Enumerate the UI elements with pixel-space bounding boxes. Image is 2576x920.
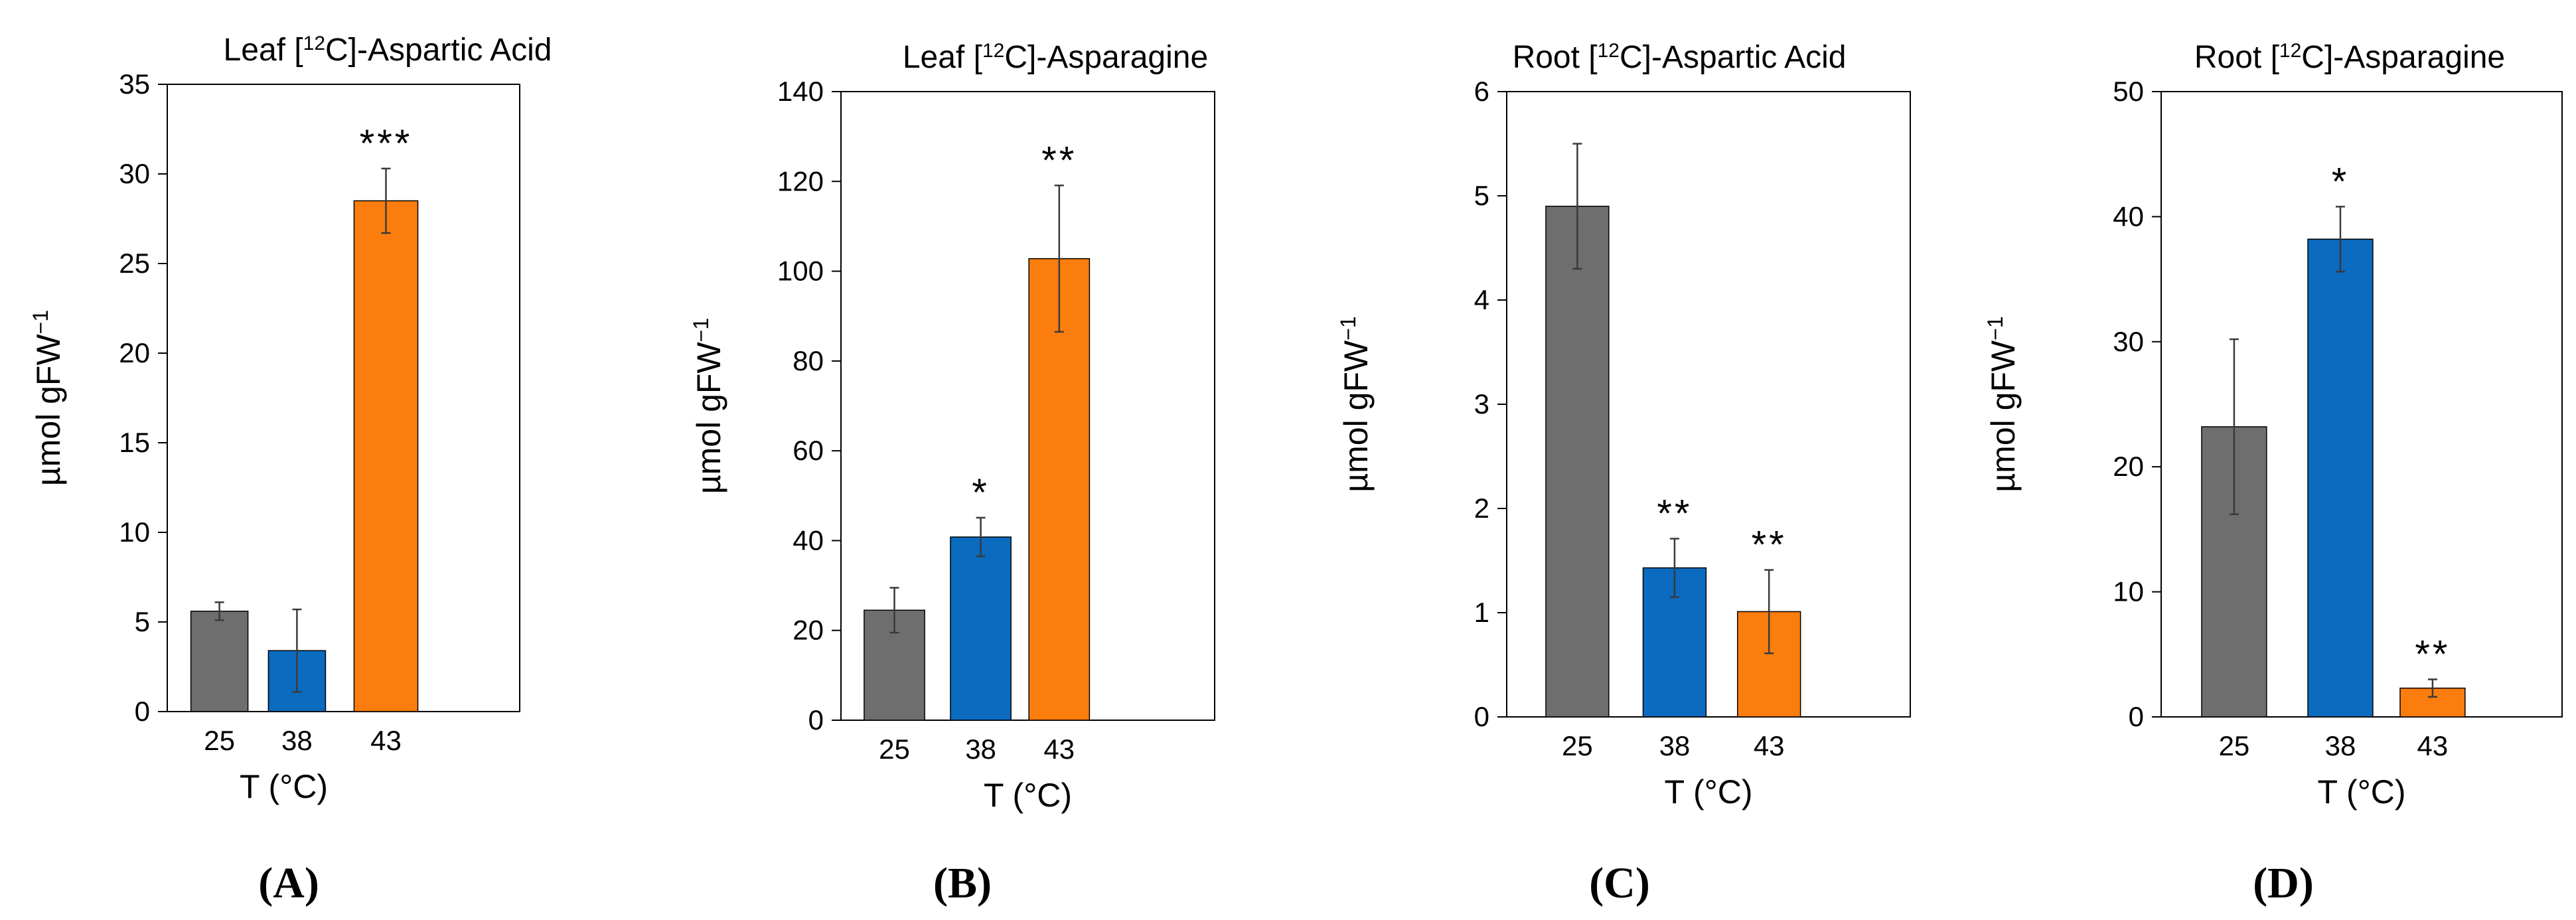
- y-axis-label: µmol gFW−1: [1983, 316, 2022, 492]
- bar-38: [950, 536, 1012, 721]
- y-label-main: µmol gFW: [1985, 340, 2022, 493]
- x-axis-label: T (°C): [984, 777, 1072, 814]
- title-part: Leaf [: [224, 33, 303, 68]
- title-superscript: 12: [303, 33, 325, 54]
- y-label-superscript: −1: [29, 310, 52, 334]
- y-label-superscript: −1: [689, 318, 713, 342]
- panel-d: 0 10 20 30 40 50 25 * 38 ** 43 Root [12C]-Asparagin…: [1983, 40, 2563, 907]
- y-label-superscript: −1: [1983, 316, 2007, 340]
- y-tick-label: 10: [119, 516, 150, 548]
- y-tick-label: 40: [2113, 200, 2144, 232]
- y-tick-label: 0: [1474, 701, 1489, 732]
- y-tick-label: 3: [1474, 388, 1489, 420]
- y-tick-label: 30: [119, 158, 150, 189]
- y-label-superscript: −1: [1336, 316, 1360, 340]
- significance-43: **: [1041, 139, 1077, 182]
- y-label-main: µmol gFW: [1337, 340, 1375, 493]
- x-axis-label: T (°C): [1665, 773, 1753, 810]
- y-tick-label: 15: [119, 427, 150, 458]
- x-tick-label-43: 43: [1043, 733, 1075, 765]
- y-tick-label: 0: [135, 696, 150, 727]
- chart-title: Root [12C]-Asparagine: [2194, 40, 2505, 76]
- x-tick-label-38: 38: [1659, 730, 1691, 761]
- y-tick-label: 20: [793, 615, 824, 646]
- bar-43: [353, 200, 419, 712]
- chart-title: Leaf [12C]-Aspartic Acid: [224, 33, 552, 68]
- chart-title: Leaf [12C]-Asparagine: [903, 40, 1208, 76]
- bar-25: [1545, 205, 1610, 718]
- title-superscript: 12: [2279, 40, 2301, 62]
- title-part: C]-Asparagine: [1004, 40, 1208, 75]
- x-tick-label-25: 25: [2219, 730, 2250, 761]
- panel-label-b: (B): [933, 859, 992, 907]
- panel-label-a: (A): [258, 859, 319, 907]
- x-tick-label-43: 43: [1754, 730, 1785, 761]
- x-tick-label-25: 25: [1562, 730, 1593, 761]
- panel-a: 0 5 10 15 20 25 30 35 25 38 *** 43 Leaf [12C]-Aspart…: [29, 33, 552, 908]
- y-tick-label: 80: [793, 345, 824, 376]
- title-part: C]-Aspartic Acid: [325, 33, 552, 68]
- chart-title: Root [12C]-Aspartic Acid: [1513, 40, 1847, 76]
- y-tick-label: 5: [135, 606, 150, 637]
- x-tick-label-43: 43: [370, 725, 402, 756]
- title-superscript: 12: [982, 40, 1004, 62]
- significance-43: ***: [360, 122, 413, 165]
- y-tick-label: 5: [1474, 180, 1489, 211]
- y-tick-label: 35: [119, 68, 150, 100]
- y-axis-label: µmol gFW−1: [1336, 316, 1375, 492]
- y-tick-label: 4: [1474, 284, 1489, 315]
- y-tick-label: 20: [119, 337, 150, 368]
- y-tick-label: 40: [793, 524, 824, 556]
- plot-frame: [167, 84, 520, 712]
- y-tick-label: 60: [793, 435, 824, 466]
- y-label-main: µmol gFW: [690, 342, 727, 495]
- y-tick-label: 120: [777, 165, 824, 196]
- title-part: C]-Asparagine: [2301, 40, 2505, 75]
- panel-label-d: (D): [2253, 859, 2314, 907]
- y-tick-label: 30: [2113, 326, 2144, 357]
- significance-43: **: [1752, 524, 1787, 567]
- x-tick-label-25: 25: [204, 725, 235, 756]
- y-tick-label: 0: [2129, 701, 2144, 732]
- y-tick-label: 6: [1474, 76, 1489, 107]
- bar-25: [190, 611, 249, 712]
- y-tick-label: 2: [1474, 493, 1489, 524]
- x-tick-label-38: 38: [281, 725, 313, 756]
- x-tick-label-25: 25: [879, 733, 910, 765]
- x-axis-label: T (°C): [240, 768, 328, 805]
- y-tick-label: 25: [119, 248, 150, 279]
- significance-43: **: [2415, 633, 2450, 676]
- y-axis-label: µmol gFW−1: [29, 310, 67, 486]
- bar-38: [2307, 238, 2374, 718]
- title-part: Root [: [2194, 40, 2279, 75]
- y-tick-label: 100: [777, 256, 824, 287]
- title-part: C]-Aspartic Acid: [1620, 40, 1846, 75]
- y-tick-label: 1: [1474, 597, 1489, 628]
- y-tick-label: 0: [808, 704, 824, 735]
- significance-38: *: [972, 471, 990, 514]
- x-axis-label: T (°C): [2318, 773, 2406, 810]
- title-part: Root [: [1513, 40, 1598, 75]
- significance-38: *: [2332, 160, 2350, 203]
- panel-b: 0 20 40 60 80 100 120 140 25 * 38 ** 43 Leaf [12C]-As…: [689, 40, 1215, 907]
- bar-43: [1028, 258, 1091, 721]
- panel-label-c: (C): [1589, 859, 1650, 907]
- title-superscript: 12: [1598, 40, 1620, 62]
- y-label-main: µmol gFW: [30, 334, 67, 487]
- plot-frame: [840, 91, 1215, 721]
- y-axis-label: µmol gFW−1: [689, 318, 727, 494]
- y-tick-label: 20: [2113, 451, 2144, 482]
- title-part: Leaf [: [903, 40, 982, 75]
- y-tick-label: 140: [777, 76, 824, 107]
- x-tick-label-43: 43: [2417, 730, 2449, 761]
- x-tick-label-38: 38: [2325, 730, 2356, 761]
- y-tick-label: 10: [2113, 576, 2144, 607]
- y-tick-label: 50: [2113, 76, 2144, 107]
- x-tick-label-38: 38: [965, 733, 996, 765]
- significance-38: **: [1657, 493, 1692, 536]
